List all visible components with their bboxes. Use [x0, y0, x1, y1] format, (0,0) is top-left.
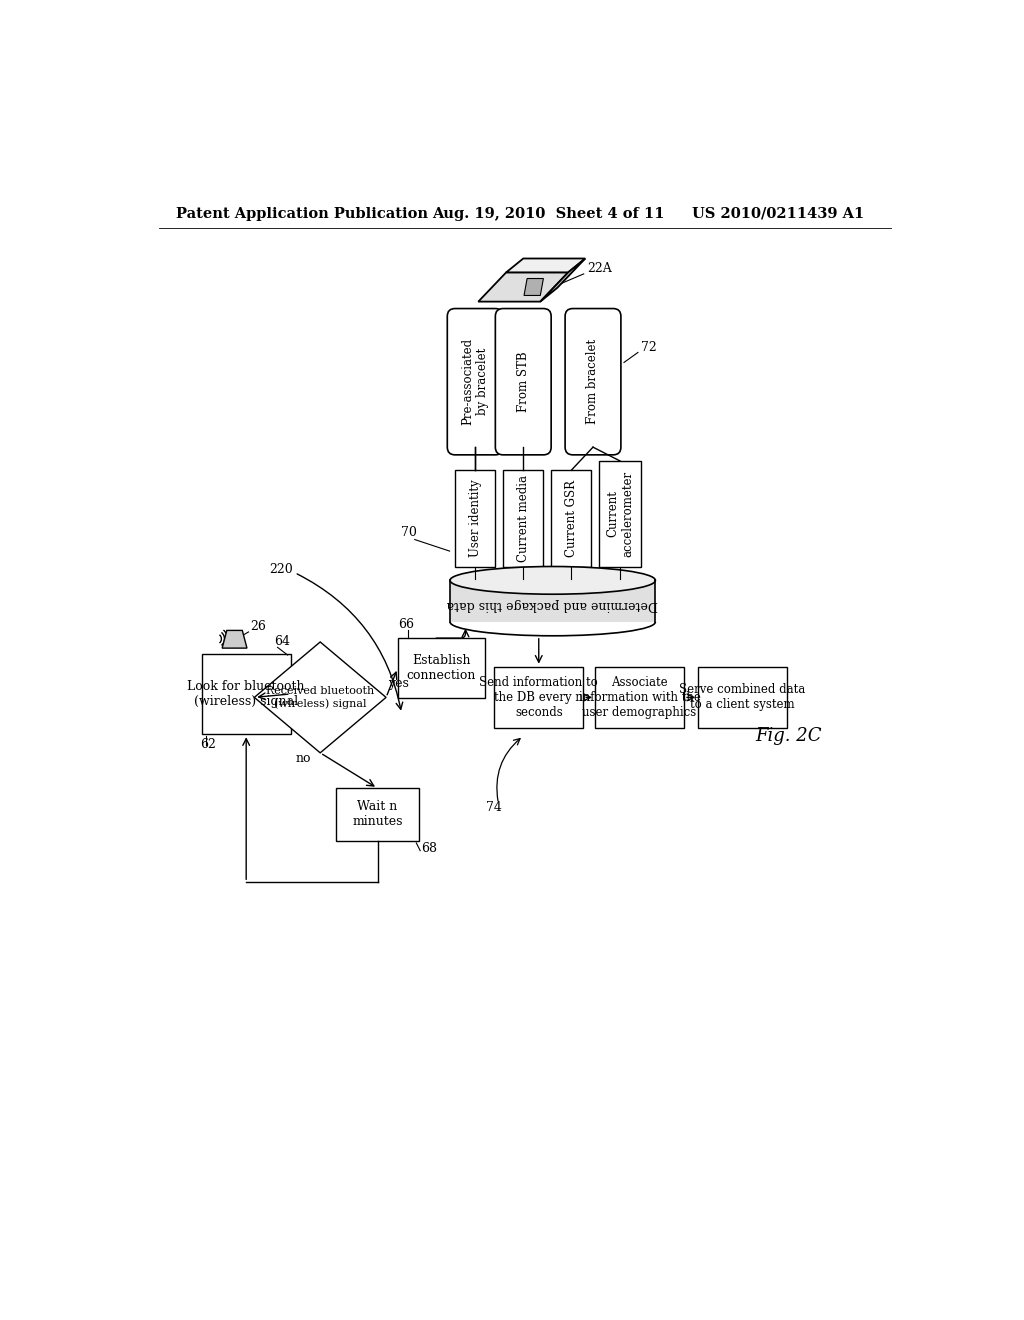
Text: Determine and package this data: Determine and package this data	[447, 598, 658, 611]
Ellipse shape	[450, 566, 655, 594]
FancyBboxPatch shape	[397, 638, 484, 698]
FancyBboxPatch shape	[503, 470, 544, 566]
Text: 26: 26	[250, 620, 266, 634]
Polygon shape	[541, 259, 586, 302]
FancyBboxPatch shape	[496, 309, 551, 455]
Text: 62: 62	[200, 738, 216, 751]
FancyBboxPatch shape	[336, 788, 420, 841]
Text: From bracelet: From bracelet	[587, 339, 599, 424]
Polygon shape	[254, 642, 386, 752]
FancyBboxPatch shape	[202, 653, 291, 734]
Text: no: no	[295, 752, 311, 766]
Text: Received bluetooth
(wireless) signal: Received bluetooth (wireless) signal	[266, 686, 375, 709]
Text: Look for bluetooth
(wireless) signal: Look for bluetooth (wireless) signal	[187, 680, 305, 708]
FancyBboxPatch shape	[551, 470, 592, 566]
FancyBboxPatch shape	[565, 309, 621, 455]
Text: Fig. 2C: Fig. 2C	[756, 727, 822, 744]
Text: Serve combined data
to a client system: Serve combined data to a client system	[680, 684, 806, 711]
Text: Establish
connection: Establish connection	[407, 655, 476, 682]
FancyBboxPatch shape	[698, 667, 787, 729]
Text: 22A: 22A	[587, 263, 611, 276]
Text: Associate
information with the
user demographics: Associate information with the user demo…	[579, 676, 700, 719]
Polygon shape	[222, 631, 247, 648]
Polygon shape	[478, 272, 568, 302]
Text: Patent Application Publication: Patent Application Publication	[176, 207, 428, 220]
Text: Current media: Current media	[517, 475, 529, 562]
Text: Current
accelerometer: Current accelerometer	[606, 471, 634, 557]
FancyBboxPatch shape	[447, 309, 503, 455]
Text: yes: yes	[388, 677, 409, 689]
FancyBboxPatch shape	[599, 461, 641, 566]
Text: Send information to
the DB every n
seconds: Send information to the DB every n secon…	[479, 676, 598, 719]
Text: 220: 220	[269, 562, 293, 576]
Polygon shape	[506, 259, 586, 272]
Text: US 2010/0211439 A1: US 2010/0211439 A1	[692, 207, 864, 220]
Text: From STB: From STB	[517, 351, 529, 412]
Text: 64: 64	[273, 635, 290, 648]
Text: 66: 66	[397, 618, 414, 631]
Text: 74: 74	[486, 801, 502, 814]
Text: 68: 68	[421, 842, 437, 855]
FancyBboxPatch shape	[495, 667, 584, 729]
Polygon shape	[524, 279, 544, 296]
FancyBboxPatch shape	[595, 667, 684, 729]
Text: Aug. 19, 2010  Sheet 4 of 11: Aug. 19, 2010 Sheet 4 of 11	[432, 207, 665, 220]
Text: User identity: User identity	[469, 479, 481, 557]
Polygon shape	[450, 581, 655, 622]
Text: Pre-associated
by bracelet: Pre-associated by bracelet	[461, 338, 489, 425]
Text: 72: 72	[641, 341, 656, 354]
Text: 70: 70	[400, 525, 417, 539]
Text: Current GSR: Current GSR	[565, 480, 578, 557]
Text: Wait n
minutes: Wait n minutes	[352, 800, 402, 829]
FancyBboxPatch shape	[455, 470, 496, 566]
